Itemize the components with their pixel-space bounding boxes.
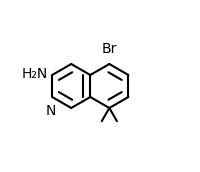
Text: N: N (45, 104, 56, 118)
Text: Br: Br (102, 42, 117, 56)
Text: H₂N: H₂N (22, 67, 48, 81)
